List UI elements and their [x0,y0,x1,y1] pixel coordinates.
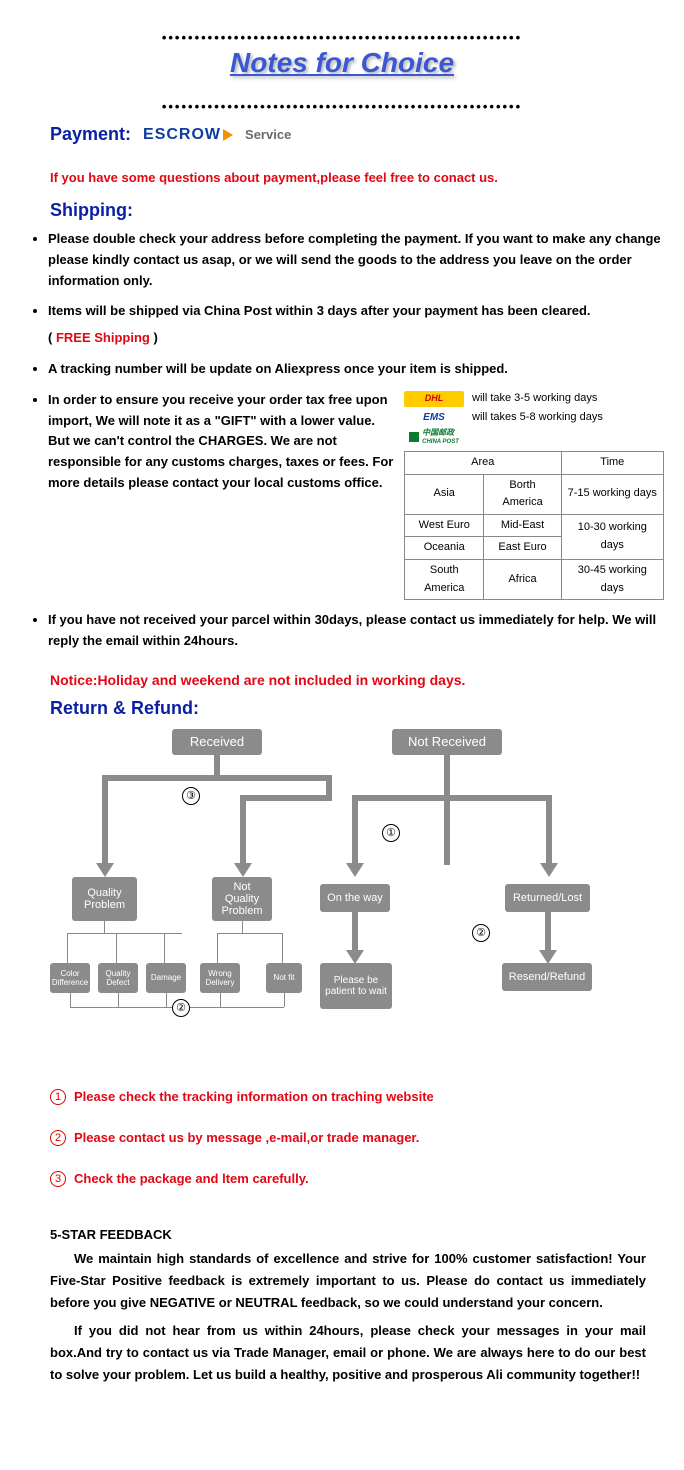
arrow-otw [346,863,364,877]
ems-text: will takes 5-8 working days [472,409,603,427]
note-num-2: 2 [50,1130,66,1146]
node-wait: Please be patient to wait [320,963,392,1009]
dhl-text: will take 3-5 working days [472,390,597,408]
paren-open: ( [48,330,56,345]
escrow-arrow-icon [223,129,233,141]
paren-close: ) [150,330,158,345]
ship-bullet-2: Items will be shipped via China Post wit… [48,301,664,349]
node-nqp: Not Quality Problem [212,877,272,921]
cell-namerica: Borth America [484,474,561,514]
node-otw: On the way [320,884,390,912]
cell-mideast: Mid-East [484,514,561,537]
return-heading: Return & Refund: [50,698,664,719]
holiday-notice: Notice:Holiday and weekend are not inclu… [50,672,664,688]
escrow-logo: ESCROW [143,126,233,144]
th-area: Area [405,451,562,474]
arrow-wait [346,950,364,964]
circle-2-right: ② [472,924,490,942]
note-3: Check the package and ltem carefully. [74,1171,309,1186]
cell-samerica: South America [405,559,484,599]
th-time: Time [561,451,663,474]
cell-africa: Africa [484,559,561,599]
ship-bullet-3: A tracking number will be update on Alie… [48,359,664,380]
ship-b4-text: In order to ensure you receive your orde… [48,392,393,490]
note-num-3: 3 [50,1171,66,1187]
free-shipping-label: FREE Shipping [56,330,150,345]
escrow-text: ESCROW [143,126,221,144]
arrow-rl [540,863,558,877]
node-color-diff: Color Difference [50,963,90,993]
note-num-1: 1 [50,1089,66,1105]
chinapost-square-icon [409,432,419,442]
escrow-service-label: Service [245,127,291,142]
cell-weuro: West Euro [405,514,484,537]
node-qp: Quality Problem [72,877,137,921]
node-quality-defect: Quality Defect [98,963,138,993]
area-time-table: Area Time Asia Borth America 7-15 workin… [404,451,664,600]
shipping-heading: Shipping: [50,200,664,221]
node-rl: Returned/Lost [505,884,590,912]
circle-3: ③ [182,787,200,805]
node-resend-refund: Resend/Refund [502,963,592,991]
cell-oceania: Oceania [405,537,484,560]
cell-asia: Asia [405,474,484,514]
ship-bullet-1: Please double check your address before … [48,229,664,291]
node-not-fit: Not fit [266,963,302,993]
node-wrong-delivery: Wrong Delivery [200,963,240,993]
feedback-heading: 5-STAR FEEDBACK [50,1227,664,1242]
feedback-p2: If you did not hear from us within 24hou… [50,1320,646,1386]
chinapost-logo-icon: 中国邮政CHINA POST [404,429,464,445]
return-flowchart: Received Not Received ③ ① Quality Proble… [62,729,622,1059]
arrow-qp [96,863,114,877]
node-damage: Damage [146,963,186,993]
ems-logo-icon: EMS [404,410,464,426]
dhl-logo-icon: DHL [404,391,464,407]
arrow-rr [539,950,557,964]
payment-note: If you have some questions about payment… [50,170,664,185]
note-1: Please check the tracking information on… [74,1089,434,1104]
feedback-p1: We maintain high standards of excellence… [50,1248,646,1314]
cell-time3: 30-45 working days [561,559,663,599]
page-title: Notes for Choice [20,47,664,79]
top-dots: ••••••••••••••••••••••••••••••••••••••••… [20,30,664,45]
circle-1: ① [382,824,400,842]
arrow-nqp [234,863,252,877]
ship-b2-main: Items will be shipped via China Post wit… [48,303,591,318]
node-received: Received [172,729,262,755]
node-not-received: Not Received [392,729,502,755]
bottom-dots: ••••••••••••••••••••••••••••••••••••••••… [20,99,664,114]
circle-2-left: ② [172,999,190,1017]
note-2: Please contact us by message ,e-mail,or … [74,1130,419,1145]
cell-time1: 7-15 working days [561,474,663,514]
cell-eeuro: East Euro [484,537,561,560]
payment-heading: Payment: [50,124,131,145]
ship-bullet-4: DHL will take 3-5 working days EMS will … [48,390,664,600]
cell-time2: 10-30 working days [561,514,663,559]
ship-bullet-5: If you have not received your parcel wit… [48,610,664,652]
